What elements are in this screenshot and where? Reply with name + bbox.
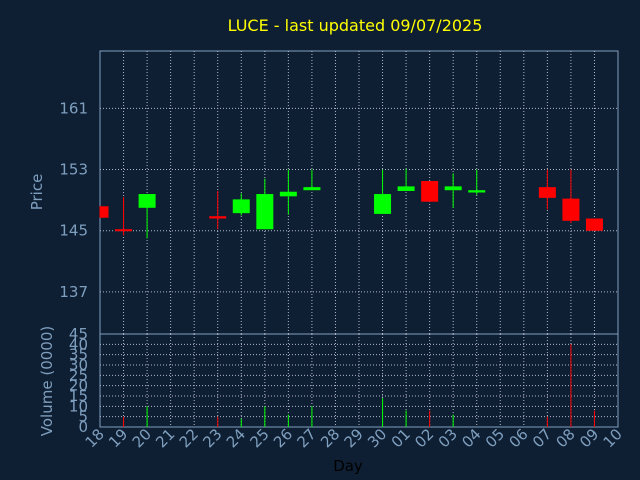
- volume-plot-area: [99, 333, 619, 428]
- candle-body: [209, 216, 227, 219]
- day-tick-label: 27: [294, 425, 320, 451]
- price-axis-label: Price: [28, 174, 46, 211]
- candle-body: [374, 194, 392, 214]
- volume-tick-label: 0: [78, 418, 88, 436]
- candle-body: [444, 186, 462, 191]
- day-tick-label: 10: [600, 425, 626, 451]
- candle-body: [397, 186, 415, 191]
- day-tick-label: 23: [199, 425, 225, 451]
- volume-tick-label: 10: [69, 397, 88, 415]
- day-tick-label: 22: [176, 425, 202, 451]
- volume-tick-label: 20: [69, 377, 88, 395]
- price-tick-label: 153: [59, 161, 88, 179]
- day-tick-label: 06: [505, 425, 531, 451]
- price-candles: [99, 168, 603, 239]
- day-tick-label: 09: [576, 425, 602, 451]
- price-tick-label: 137: [59, 283, 88, 301]
- day-tick-label: 01: [388, 425, 414, 451]
- volume-tick-label: 40: [69, 335, 88, 353]
- candle-body: [562, 198, 580, 221]
- volume-tick-label: 45: [69, 325, 88, 343]
- candle-body: [279, 191, 297, 197]
- volume-tick-label: 15: [69, 387, 88, 405]
- day-tick-label: 20: [129, 425, 155, 451]
- candle-body: [421, 181, 439, 202]
- day-tick-label: 21: [152, 425, 178, 451]
- volume-bars: [123, 344, 595, 427]
- day-tick-label: 25: [246, 425, 272, 451]
- day-tick-label: 03: [435, 425, 461, 451]
- price-tick-label: 161: [59, 99, 88, 117]
- day-tick-label: 05: [482, 425, 508, 451]
- day-tick-label: 02: [411, 425, 437, 451]
- day-axis-label: Day: [333, 457, 363, 475]
- day-tick-label: 28: [317, 425, 343, 451]
- candle-body: [585, 218, 603, 231]
- day-tick-label: 26: [270, 425, 296, 451]
- day-tick-labels: 1819202122232425262728293001020304050607…: [82, 425, 626, 451]
- day-tick-label: 04: [458, 425, 484, 451]
- candle-body: [303, 187, 321, 191]
- volume-tick-label: 25: [69, 366, 88, 384]
- chart-title: LUCE - last updated 09/07/2025: [228, 16, 483, 35]
- volume-tick-label: 35: [69, 346, 88, 364]
- candle-body: [115, 229, 133, 232]
- day-tick-label: 19: [105, 425, 131, 451]
- candle-body: [100, 206, 109, 218]
- day-tick-label: 07: [529, 425, 555, 451]
- day-tick-label: 08: [553, 425, 579, 451]
- candle-body: [138, 194, 156, 208]
- day-tick-label: 24: [223, 425, 249, 451]
- volume-tick-label: 5: [78, 408, 88, 426]
- candle-body: [538, 187, 556, 198]
- candle-body: [232, 199, 250, 214]
- candle-body: [468, 190, 486, 193]
- day-tick-label: 30: [364, 425, 390, 451]
- volume-axis-label: Volume (0000): [38, 326, 56, 436]
- day-tick-label: 29: [341, 425, 367, 451]
- price-tick-labels: 137 145 153 161: [59, 99, 88, 301]
- volume-tick-label: 30: [69, 356, 88, 374]
- candle-body: [256, 194, 274, 230]
- price-tick-label: 145: [59, 222, 88, 240]
